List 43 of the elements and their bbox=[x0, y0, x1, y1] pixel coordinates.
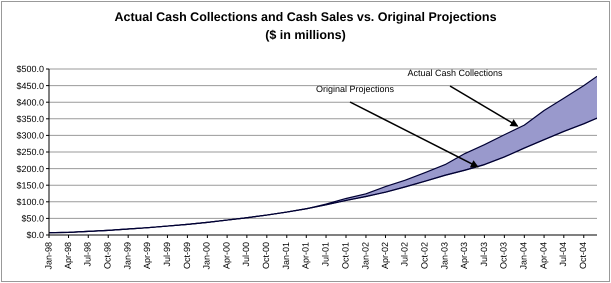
x-tick-label: Apr-99 bbox=[142, 242, 152, 270]
x-tick-label: Apr-02 bbox=[380, 242, 390, 270]
x-tick-label: Apr-03 bbox=[459, 242, 470, 270]
x-tick-label: Jan-03 bbox=[440, 242, 450, 270]
x-tick-label: Apr-98 bbox=[62, 242, 73, 270]
x-tick-label: Jul-99 bbox=[162, 242, 172, 267]
y-tick-label: $250.0 bbox=[16, 147, 44, 158]
y-tick-label: $450.0 bbox=[16, 80, 44, 91]
x-tick-label: Oct-03 bbox=[498, 242, 509, 270]
y-tick-label: $400.0 bbox=[16, 97, 44, 108]
x-tick-label: Apr-01 bbox=[300, 242, 311, 270]
x-tick-label: Jan-00 bbox=[202, 242, 212, 270]
chart-subtitle: ($ in millions) bbox=[264, 28, 347, 42]
x-tick-label: Jan-01 bbox=[281, 242, 292, 270]
y-tick-label: $0.0 bbox=[26, 230, 44, 240]
y-tick-label: $300.0 bbox=[16, 130, 44, 141]
x-tick-label: Oct-00 bbox=[261, 242, 272, 270]
x-tick-label: Apr-04 bbox=[538, 242, 548, 270]
x-tick-label: Oct-99 bbox=[182, 242, 192, 270]
chart-title: Actual Cash Collections and Cash Sales vs. Original Projections bbox=[113, 10, 498, 24]
y-tick-label: $500.0 bbox=[16, 64, 44, 74]
x-tick-label: Jul-01 bbox=[320, 242, 330, 267]
x-tick-label: Jan-02 bbox=[360, 242, 370, 270]
x-tick-label: Jul-02 bbox=[400, 242, 410, 267]
y-tick-label: $200.0 bbox=[16, 164, 44, 174]
x-tick-label: Oct-02 bbox=[420, 242, 430, 270]
x-tick-label: Jan-04 bbox=[518, 242, 529, 270]
x-tick-label: Apr-00 bbox=[222, 242, 232, 270]
y-tick-label: $100.0 bbox=[16, 196, 44, 207]
x-tick-label: Jul-04 bbox=[558, 242, 568, 267]
y-tick-label: $150.0 bbox=[16, 180, 44, 190]
annotation: Actual Cash Collections bbox=[407, 68, 504, 78]
y-tick-label: $350.0 bbox=[16, 114, 44, 124]
x-tick-label: Jul-98 bbox=[82, 242, 93, 267]
x-tick-label: Oct-98 bbox=[102, 242, 113, 270]
x-tick-label: Oct-01 bbox=[340, 242, 350, 270]
x-tick-label: Jul-00 bbox=[241, 242, 252, 267]
x-tick-label: Jan-99 bbox=[122, 242, 133, 270]
x-tick-label: Oct-04 bbox=[578, 242, 588, 270]
annotation: Original Projections bbox=[316, 84, 395, 94]
y-tick-label: $50.0 bbox=[21, 214, 44, 224]
x-tick-label: Jul-03 bbox=[478, 242, 489, 267]
x-tick-label: Jan-98 bbox=[43, 242, 54, 270]
